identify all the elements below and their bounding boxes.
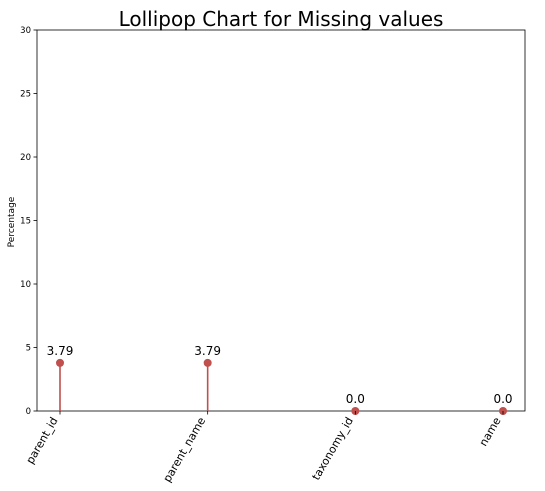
y-axis-label: Percentage [7, 196, 17, 247]
x-tick-label: taxonomy_id [309, 415, 355, 482]
x-axis-ticks: parent_id parent_name taxonomy_id name [24, 411, 504, 485]
chart-title: Lollipop Chart for Missing values [119, 7, 444, 31]
y-tick-label: 20 [20, 153, 31, 163]
y-tick-label: 0 [26, 407, 31, 417]
data-label: 0.0 [493, 392, 512, 406]
y-axis-ticks: 0 5 10 15 20 25 30 [20, 26, 37, 417]
y-tick-label: 5 [26, 344, 31, 354]
lollipop-marker [56, 358, 64, 367]
lollipop-markers [56, 358, 507, 415]
y-tick-label: 30 [20, 26, 31, 36]
data-label: 3.79 [194, 344, 221, 358]
y-tick-label: 15 [20, 217, 31, 227]
y-tick-label: 25 [20, 90, 31, 100]
x-tick-label: parent_name [161, 415, 209, 485]
data-label: 0.0 [346, 392, 365, 406]
lollipop-marker [203, 358, 212, 367]
x-tick-label: name [477, 415, 504, 449]
y-tick-label: 10 [20, 280, 31, 290]
data-labels: 3.79 3.79 0.0 0.0 [47, 344, 513, 406]
lollipop-stems [59, 362, 209, 411]
x-tick-label: parent_id [24, 415, 61, 466]
data-label: 3.79 [47, 344, 74, 358]
plot-area [36, 29, 526, 412]
